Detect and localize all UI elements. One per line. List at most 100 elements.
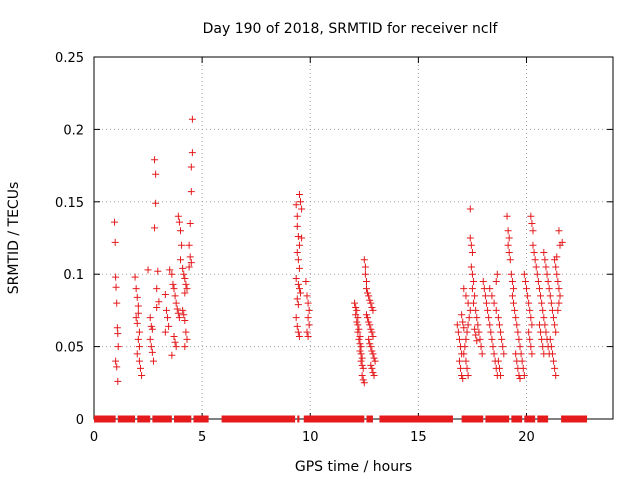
data-point <box>305 306 313 314</box>
data-point <box>354 321 362 329</box>
data-point <box>292 275 300 283</box>
data-point <box>165 322 173 330</box>
data-point <box>555 285 563 293</box>
data-point <box>525 299 533 307</box>
data-point <box>179 264 187 272</box>
data-point <box>370 372 378 380</box>
data-point <box>364 289 372 297</box>
data-point <box>532 263 540 271</box>
data-point <box>462 292 470 300</box>
data-point <box>166 266 174 274</box>
data-point <box>463 328 471 336</box>
data-point <box>148 325 156 333</box>
x-axis-tick-labels: 0 5 10 15 20 <box>90 430 535 445</box>
data-point <box>547 343 555 351</box>
data-point <box>152 170 160 178</box>
data-point <box>460 285 468 293</box>
data-point <box>369 350 377 358</box>
data-point <box>152 199 160 207</box>
plot-frame <box>93 56 614 420</box>
data-point <box>486 285 494 293</box>
data-point <box>458 372 466 380</box>
data-point <box>537 328 545 336</box>
data-point <box>177 256 184 264</box>
data-point <box>459 374 467 382</box>
data-point <box>516 343 524 351</box>
data-point <box>367 325 375 333</box>
data-point <box>540 350 548 358</box>
data-point <box>462 357 470 365</box>
data-point <box>546 292 554 300</box>
data-point <box>153 304 161 312</box>
data-point <box>551 321 559 329</box>
data-point <box>455 357 463 365</box>
data-point <box>185 241 193 249</box>
data-point <box>463 364 471 372</box>
data-point <box>111 218 119 226</box>
data-point <box>144 266 152 274</box>
data-point <box>186 253 194 261</box>
data-point <box>534 277 542 285</box>
data-point <box>547 299 555 307</box>
data-point <box>183 335 191 343</box>
data-point <box>503 212 511 220</box>
data-point <box>543 270 551 278</box>
data-point <box>510 285 518 293</box>
axis-ticks <box>93 56 613 420</box>
data-point <box>151 224 159 232</box>
data-point <box>553 270 561 278</box>
data-point <box>303 328 311 336</box>
data-point <box>542 263 550 271</box>
data-point <box>464 321 472 329</box>
data-point <box>545 285 553 293</box>
data-point <box>367 361 375 369</box>
data-point <box>356 340 364 348</box>
data-point <box>485 314 493 322</box>
data-point <box>554 277 562 285</box>
data-point <box>510 299 518 307</box>
data-point <box>369 332 377 340</box>
data-point <box>132 314 140 322</box>
data-point <box>359 376 367 384</box>
y-tick-label: 0.05 <box>55 341 84 356</box>
data-point <box>552 372 560 380</box>
data-point <box>540 248 548 256</box>
data-point <box>513 357 521 365</box>
data-point <box>133 350 141 358</box>
data-point <box>295 332 303 340</box>
data-point <box>550 357 558 365</box>
data-point <box>113 363 121 371</box>
data-point <box>293 322 301 330</box>
data-point <box>508 277 516 285</box>
x-tick-label: 5 <box>198 430 206 445</box>
data-point <box>470 299 478 307</box>
data-point <box>527 314 535 322</box>
data-point <box>553 253 561 261</box>
data-point <box>495 321 503 329</box>
data-point <box>511 306 519 314</box>
data-point <box>112 273 120 281</box>
data-point <box>355 325 363 333</box>
data-point <box>492 277 500 285</box>
data-point <box>171 292 179 300</box>
data-point <box>538 335 546 343</box>
data-point <box>528 321 536 329</box>
data-point <box>464 372 472 380</box>
data-point <box>527 343 535 351</box>
data-point <box>303 292 311 300</box>
data-point <box>304 299 312 307</box>
data-point <box>174 212 182 220</box>
data-point <box>521 277 529 285</box>
data-point <box>170 285 178 293</box>
data-point <box>467 263 475 271</box>
data-point <box>298 234 306 242</box>
data-point <box>453 321 461 329</box>
data-point <box>474 321 482 329</box>
data-point <box>362 311 370 319</box>
data-point <box>525 328 533 336</box>
data-point <box>170 332 178 340</box>
data-point <box>146 335 154 343</box>
data-point <box>526 306 534 314</box>
data-point <box>513 321 521 329</box>
data-point <box>353 306 361 314</box>
